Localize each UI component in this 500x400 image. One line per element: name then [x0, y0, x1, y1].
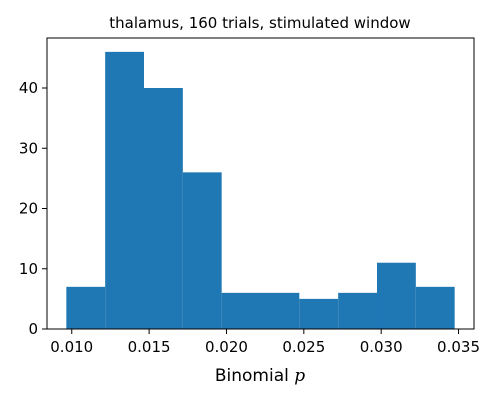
histogram-bar-2 — [105, 51, 145, 329]
y-axis-ticks: 0 10 20 30 40 — [19, 79, 47, 338]
histogram-bar-4 — [182, 172, 222, 329]
x-tick-label: 0.015 — [128, 338, 171, 356]
y-tick-label: 10 — [19, 260, 38, 278]
histogram-bar-7 — [299, 298, 339, 329]
histogram-bar-10 — [415, 286, 455, 329]
y-tick-label: 20 — [19, 200, 38, 218]
x-tick-label: 0.010 — [50, 338, 93, 356]
x-tick-label: 0.020 — [205, 338, 248, 356]
x-tick-label: 0.025 — [282, 338, 325, 356]
histogram-bar-5 — [221, 292, 261, 329]
histogram-bar-8 — [338, 292, 377, 329]
y-tick-label: 30 — [19, 139, 38, 157]
x-tick-label: 0.030 — [360, 338, 403, 356]
plot-frame — [46, 37, 475, 330]
x-tick-label: 0.035 — [437, 338, 480, 356]
x-axis-ticks: 0.010 0.015 0.020 0.025 0.030 0.035 — [50, 329, 480, 356]
histogram-bar-9 — [376, 262, 416, 329]
bars-group — [66, 51, 455, 329]
histogram-bar-6 — [260, 292, 300, 329]
y-tick-label: 40 — [19, 79, 38, 97]
x-axis-label-symbol: p — [294, 366, 305, 386]
chart-title: thalamus, 160 trials, stimulated window — [109, 14, 410, 32]
y-tick-label: 0 — [28, 320, 38, 338]
histogram-bar-3 — [144, 88, 183, 329]
x-axis-label: Binomial p — [215, 366, 305, 386]
histogram-bar-1 — [66, 286, 106, 329]
x-axis-label-text: Binomial — [215, 366, 289, 386]
